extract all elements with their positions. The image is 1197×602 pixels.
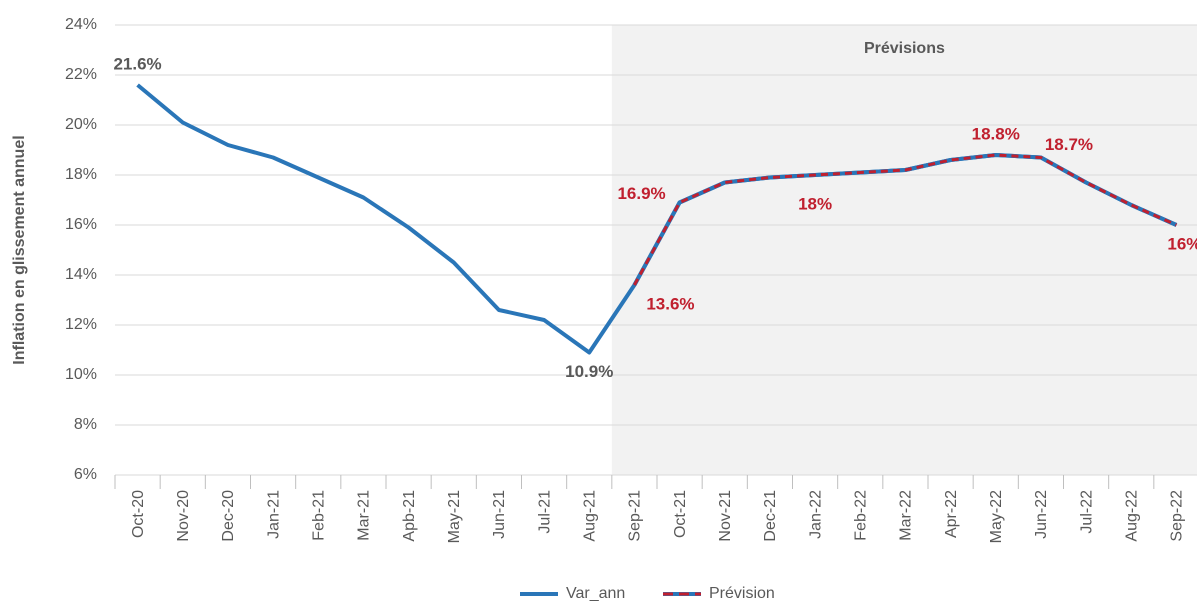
data-label: 18.7%: [1045, 135, 1093, 154]
x-tick-label: Feb-22: [852, 490, 869, 541]
x-tick-label: May-22: [988, 490, 1005, 543]
x-tick-label: Apb-21: [401, 490, 418, 542]
data-label: 16.9%: [617, 184, 665, 203]
x-tick-label: Jul-21: [536, 490, 553, 534]
x-tick-label: Sep-22: [1169, 490, 1186, 542]
legend-label: Var_ann: [566, 585, 625, 602]
x-tick-label: Oct-20: [130, 490, 147, 538]
y-tick-label: 14%: [65, 266, 97, 283]
y-tick-label: 24%: [65, 16, 97, 33]
x-tick-label: Nov-20: [175, 490, 192, 542]
x-tick-label: May-21: [446, 490, 463, 543]
legend-label: Prévision: [709, 585, 775, 602]
x-tick-label: Mar-21: [356, 490, 373, 541]
x-tick-label: Aug-22: [1123, 490, 1140, 542]
x-tick-label: Aug-21: [581, 490, 598, 542]
x-tick-label: Mar-22: [898, 490, 915, 541]
annotation: Prévisions: [864, 40, 945, 57]
y-tick-label: 8%: [74, 416, 97, 433]
x-tick-label: Feb-21: [310, 490, 327, 541]
x-tick-label: Jan-21: [265, 490, 282, 539]
x-tick-label: Jun-21: [491, 490, 508, 539]
x-tick-label: Jul-22: [1078, 490, 1095, 534]
x-tick-label: Jun-22: [1033, 490, 1050, 539]
y-tick-label: 22%: [65, 66, 97, 83]
y-tick-label: 6%: [74, 466, 97, 483]
data-label: 21.6%: [113, 54, 161, 73]
data-label: 13.6%: [646, 294, 694, 313]
data-label: 16%: [1167, 234, 1197, 253]
x-tick-label: Dec-20: [220, 490, 237, 542]
y-axis-label: Inflation en glissement annuel: [11, 135, 28, 364]
y-tick-label: 10%: [65, 366, 97, 383]
series-line: [633, 153, 1178, 286]
x-tick-label: Jan-22: [807, 490, 824, 539]
data-label: 18%: [798, 194, 832, 213]
data-label: 10.9%: [565, 362, 613, 381]
x-tick-label: Apr-22: [943, 490, 960, 538]
y-tick-label: 16%: [65, 216, 97, 233]
x-tick-label: Oct-21: [672, 490, 689, 538]
x-tick-label: Nov-21: [717, 490, 734, 542]
x-tick-label: Sep-21: [627, 490, 644, 542]
y-tick-label: 20%: [65, 116, 97, 133]
data-label: 18.8%: [972, 124, 1020, 143]
y-tick-label: 18%: [65, 166, 97, 183]
x-tick-label: Dec-21: [762, 490, 779, 542]
y-tick-label: 12%: [65, 316, 97, 333]
forecast-region: [611, 25, 1197, 475]
